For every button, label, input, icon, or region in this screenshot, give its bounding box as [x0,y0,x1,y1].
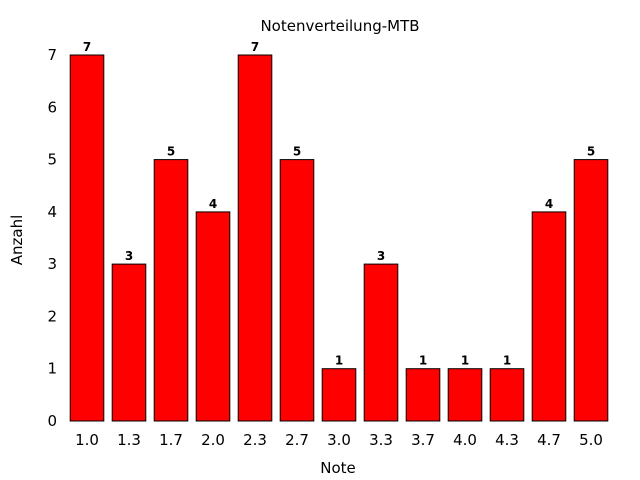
y-tick-label: 0 [47,412,57,430]
y-tick-label: 3 [47,255,57,273]
bar [111,263,147,422]
x-tick-label: 3.0 [327,431,351,449]
bar-value-label: 1 [335,354,343,368]
y-axis-label: Anzahl [8,215,26,266]
x-tick-label: 3.3 [369,431,393,449]
x-tick-label: 1.7 [159,431,183,449]
x-tick-label: 3.7 [411,431,435,449]
bar [405,368,441,422]
bar-value-label: 5 [587,145,595,159]
x-tick-label: 2.0 [201,431,225,449]
x-tick-label: 5.0 [579,431,603,449]
x-tick-label: 1.0 [75,431,99,449]
bar [195,211,231,422]
x-tick-label: 2.3 [243,431,267,449]
bar [573,159,609,422]
bar [531,211,567,422]
bar [237,54,273,422]
bar [279,159,315,422]
bar-value-label: 4 [545,197,553,211]
bar-value-label: 7 [251,40,259,54]
bar-value-label: 1 [503,354,511,368]
y-axis-ticks: 0 1 2 3 4 5 6 7 [47,46,57,430]
chart-title: Notenverteilung-MTB [260,17,419,35]
x-tick-label: 2.7 [285,431,309,449]
x-tick-label: 4.0 [453,431,477,449]
bar-value-label: 1 [461,354,469,368]
bar [447,368,483,422]
bar [321,368,357,422]
data-labels-group: 7 3 5 4 7 5 1 3 1 1 1 4 5 [83,40,595,368]
bar [489,368,525,422]
bar [69,54,105,422]
bar [153,159,189,422]
y-tick-label: 6 [47,98,57,116]
x-axis-label: Note [320,459,356,477]
bar-value-label: 4 [209,197,217,211]
x-tick-label: 4.3 [495,431,519,449]
y-tick-label: 7 [47,46,57,64]
bars-group [69,54,609,422]
x-axis-ticks: 1.0 1.3 1.7 2.0 2.3 2.7 3.0 3.3 3.7 4.0 4.3 4.7 5.0 [75,431,603,449]
bar [363,263,399,422]
x-tick-label: 1.3 [117,431,141,449]
bar-value-label: 5 [293,145,301,159]
y-tick-label: 1 [47,360,57,378]
bar-value-label: 5 [167,145,175,159]
x-tick-label: 4.7 [537,431,561,449]
y-tick-label: 4 [47,203,57,221]
y-tick-label: 5 [47,151,57,169]
bar-value-label: 7 [83,40,91,54]
bar-value-label: 3 [377,249,385,263]
bar-value-label: 1 [419,354,427,368]
y-tick-label: 2 [47,307,57,325]
bar-value-label: 3 [125,249,133,263]
